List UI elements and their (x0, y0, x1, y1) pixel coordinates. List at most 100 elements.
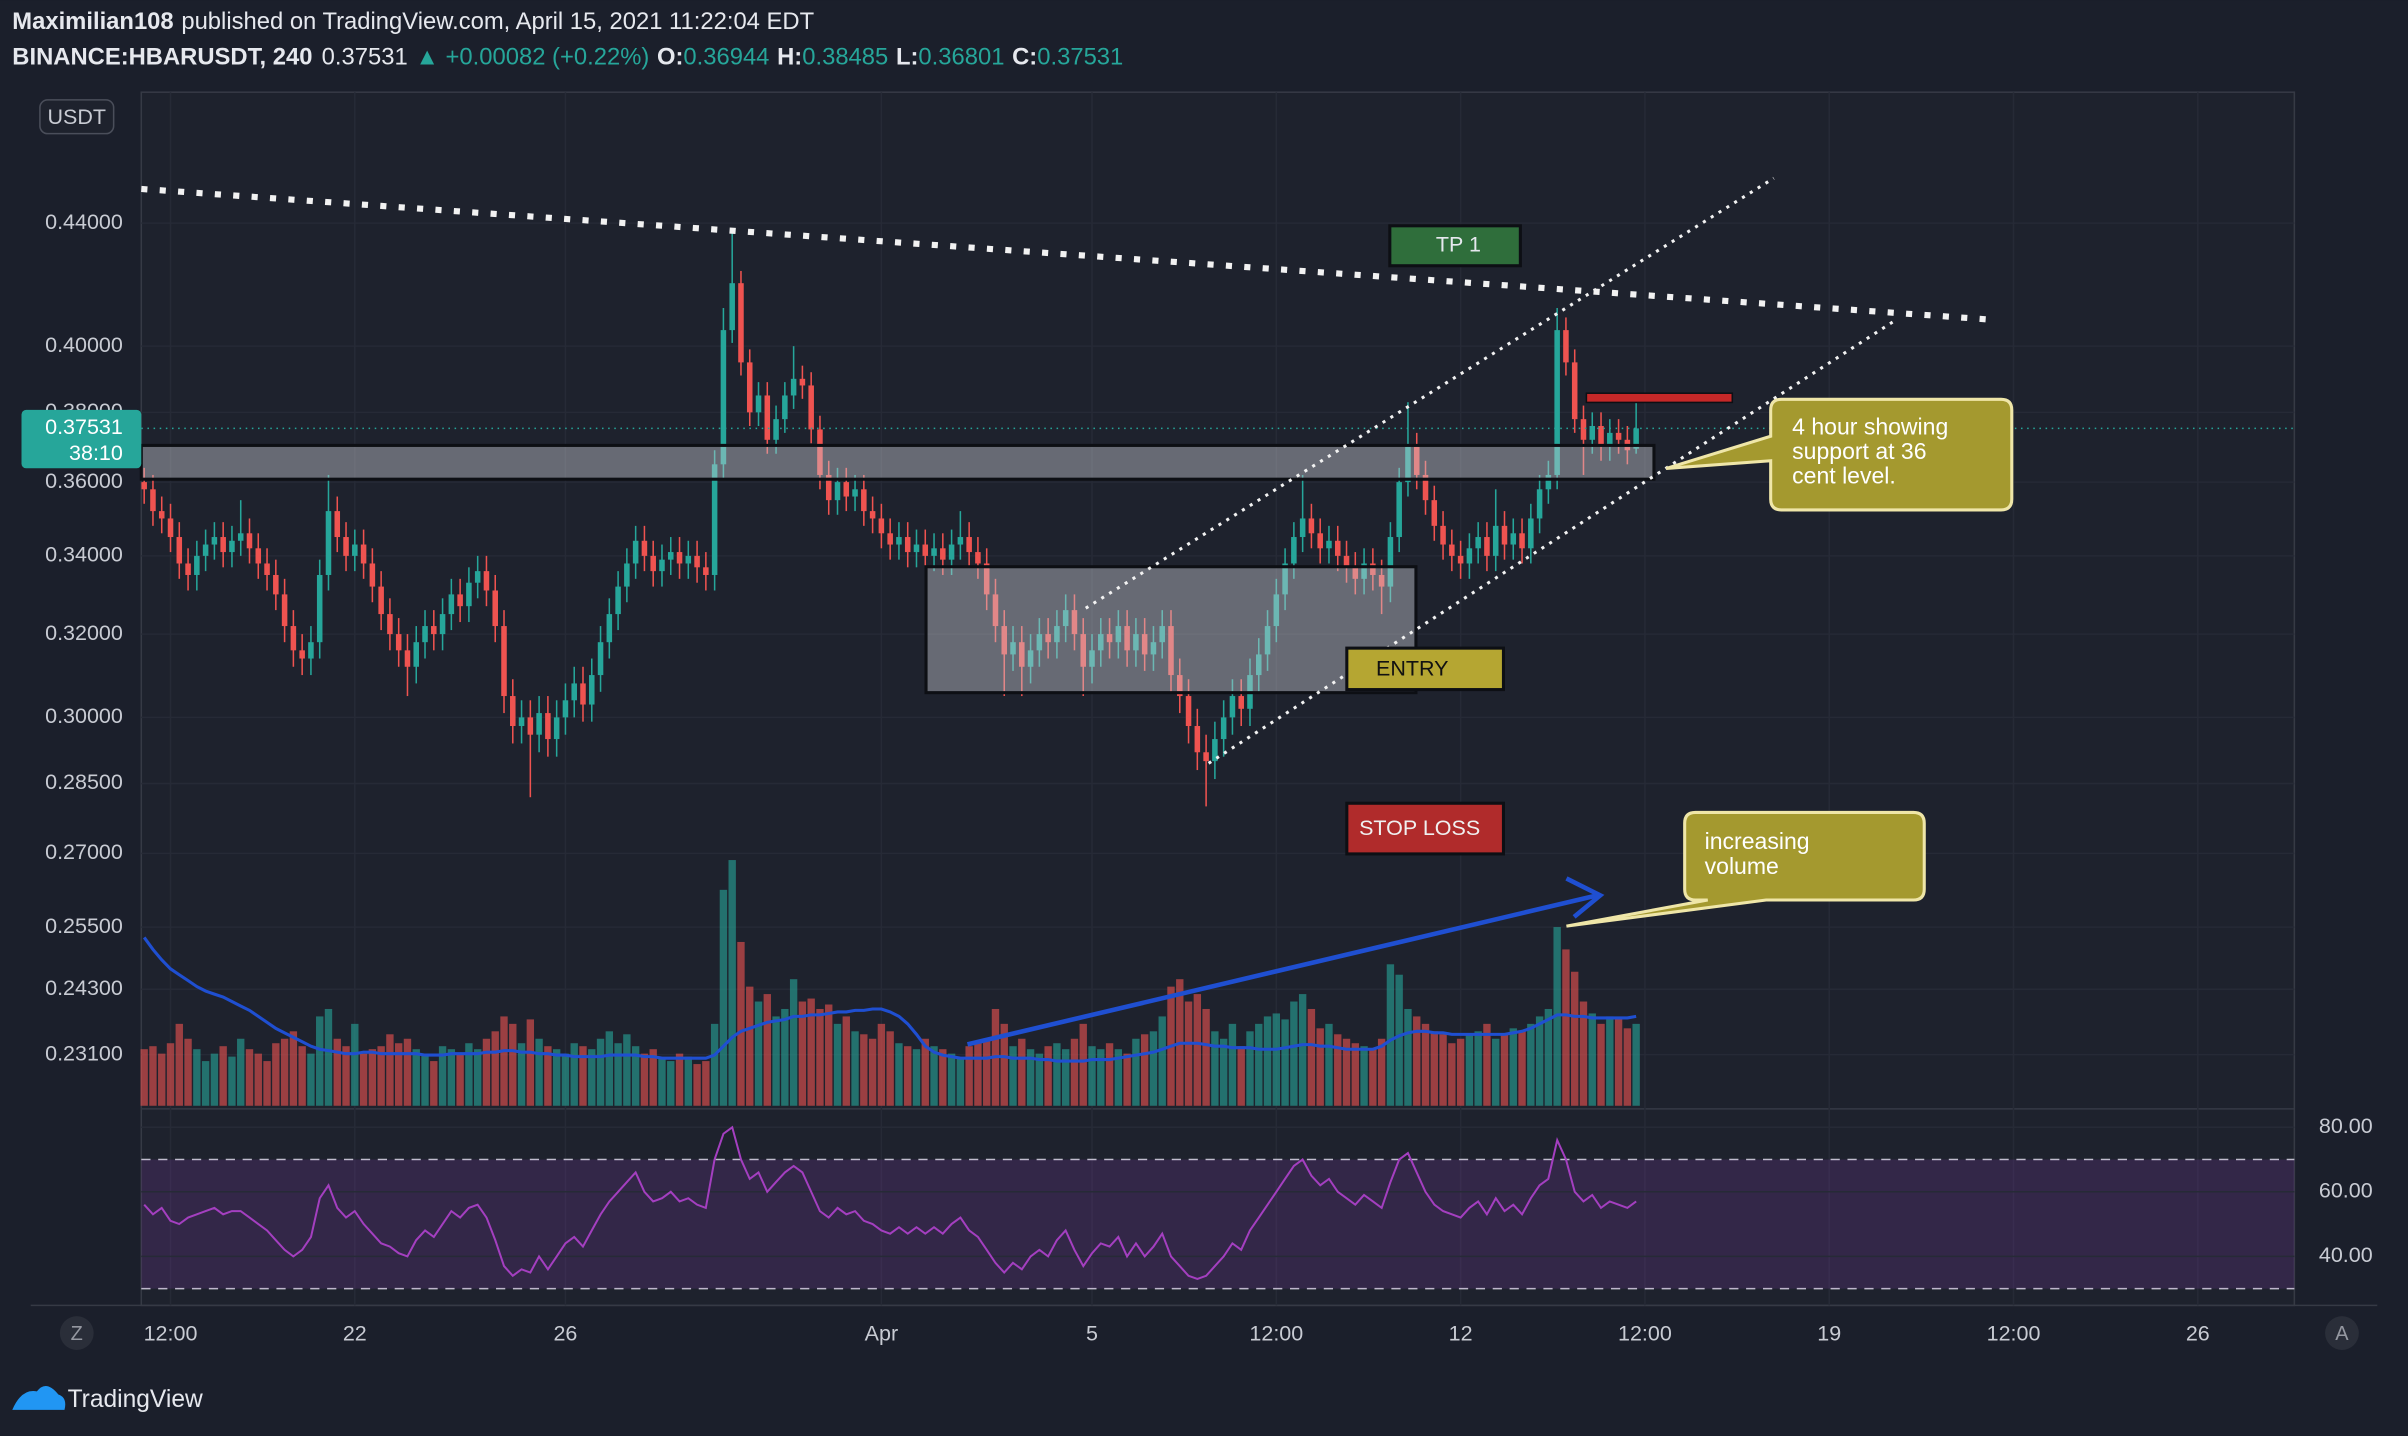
volume-bar (1500, 1034, 1509, 1106)
volume-bar (693, 1064, 701, 1106)
candle-body (694, 555, 700, 568)
candle-body (1492, 525, 1499, 556)
volume-bar (456, 1053, 464, 1106)
volume-bar (1509, 1028, 1517, 1106)
volume-bar (1456, 1038, 1465, 1106)
candle-body (1449, 544, 1455, 556)
candle-body (975, 552, 981, 564)
candle-body (264, 563, 270, 575)
candle-body (1334, 540, 1341, 556)
candle-body (1431, 500, 1438, 526)
volume-bar (1149, 1031, 1158, 1106)
candle-body (1273, 594, 1280, 627)
currency-box[interactable] (39, 99, 115, 135)
candle-body (290, 626, 297, 651)
volume-bar (596, 1038, 605, 1106)
volume-bar (1035, 1053, 1044, 1106)
candle-body (316, 574, 323, 643)
volume-bar (263, 1061, 271, 1106)
candle-body (352, 544, 358, 556)
volume-bar (658, 1058, 666, 1106)
candle-body (1510, 533, 1517, 545)
volume-bar (974, 1043, 982, 1106)
candle-body (580, 683, 586, 705)
x-tick-label: Apr (865, 1321, 898, 1345)
volume-arrow (966, 893, 1598, 1047)
volume-bar (245, 1049, 254, 1106)
volume-bar (368, 1049, 377, 1106)
x-tick-label: 12 (1449, 1321, 1473, 1345)
candle-body (606, 614, 613, 643)
candle-body (194, 555, 200, 575)
candle-body (1001, 626, 1008, 655)
candle-body (1168, 626, 1174, 676)
volume-bar (763, 994, 771, 1106)
volume-bar (588, 1049, 596, 1106)
candle-body (1212, 739, 1218, 762)
volume-bar (754, 1001, 763, 1106)
stop-loss-label: STOP LOSS (1359, 816, 1480, 840)
candle-body (1089, 650, 1095, 667)
volume-bar (421, 1053, 429, 1106)
volume-bar (1334, 1034, 1342, 1106)
channel-lower (1207, 318, 1898, 765)
volume-bar (1448, 1043, 1456, 1106)
open-value: 0.36944 (683, 44, 769, 71)
candle-body (615, 586, 621, 615)
volume-bar (1228, 1023, 1237, 1106)
volume-bar (1527, 1023, 1535, 1106)
candle-body (1194, 726, 1201, 753)
button[interactable] (59, 1316, 94, 1350)
support-callout (1665, 397, 2014, 512)
callout-text: volume (1705, 853, 1779, 879)
stop-loss-box (1345, 801, 1506, 856)
candle-body (632, 540, 639, 564)
candle-body (150, 489, 156, 512)
candle-body (624, 563, 630, 587)
candle-body (518, 717, 525, 727)
volume-bar (272, 1043, 280, 1106)
candle-body (167, 518, 174, 538)
entry-label: ENTRY (1376, 656, 1448, 680)
volume-bar (781, 1008, 789, 1106)
volume-bar (1079, 1023, 1087, 1106)
candle-body (360, 544, 367, 564)
candle-body (1299, 518, 1306, 538)
header-line-2: BINANCE:HBARUSDT, 240 0.37531 ▲ +0.00082 (… (12, 44, 1123, 71)
volume-bar (702, 1061, 710, 1106)
candle-body (1054, 626, 1060, 643)
volume-bar (465, 1043, 473, 1106)
volume-bar (1123, 1053, 1131, 1106)
volume-bar (1518, 1031, 1526, 1106)
currency: USDT (48, 105, 107, 129)
tp1-box (1388, 224, 1522, 268)
candle-body (1422, 474, 1429, 501)
grid (141, 92, 2295, 1306)
x-tick-label: 19 (1817, 1321, 1841, 1345)
volume-bar (1369, 1049, 1377, 1106)
volume-bar (1070, 1038, 1079, 1106)
candle-body (817, 429, 823, 475)
candle-body (1387, 537, 1394, 587)
rsi-tick-label: 40.00 (2319, 1243, 2373, 1267)
volume-bar (605, 1031, 614, 1106)
change: ▲ +0.00082 (+0.22%) (415, 44, 649, 71)
candle-body (378, 586, 384, 615)
volume-bar (1237, 1046, 1245, 1106)
candle-body (273, 574, 279, 595)
volume-bar (193, 1049, 201, 1106)
target-marker (1585, 392, 1734, 404)
button[interactable] (2325, 1316, 2359, 1350)
volume-bar (500, 1016, 508, 1106)
volume-bar (430, 1061, 438, 1106)
candle-body (343, 537, 349, 556)
candle-body (1615, 432, 1622, 440)
volume-bar (807, 998, 815, 1106)
candle-body (1185, 696, 1192, 727)
volume-bar (438, 1046, 447, 1106)
candle-body (685, 555, 692, 564)
volume-bar (403, 1038, 412, 1106)
candle-body (211, 537, 218, 545)
volume-bar (377, 1046, 385, 1106)
volume-bar (912, 1049, 921, 1106)
